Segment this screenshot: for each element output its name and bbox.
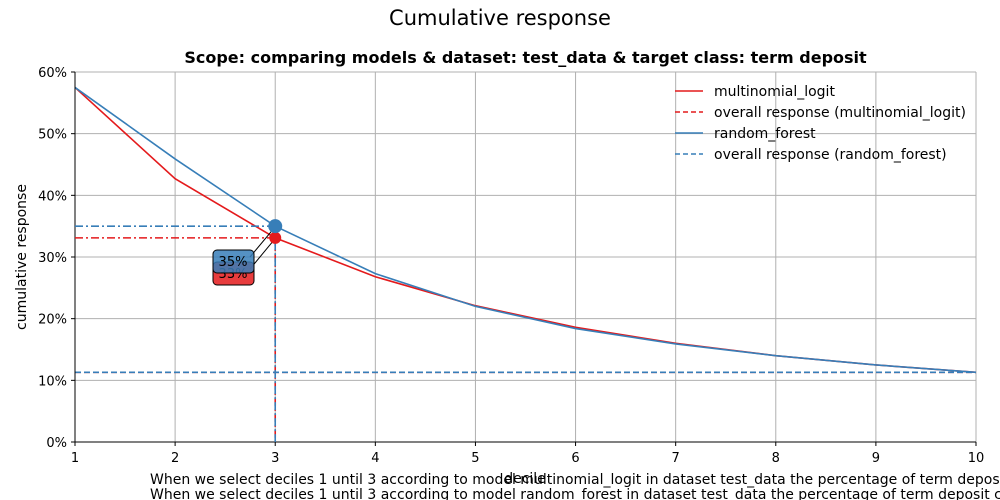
y-tick-label: 0% <box>46 436 67 451</box>
y-tick-label: 10% <box>38 374 67 389</box>
x-tick-label: 7 <box>672 451 680 466</box>
x-tick-label: 10 <box>968 451 985 466</box>
series-line-random-forest <box>74 86 977 374</box>
x-tick-label: 9 <box>872 451 880 466</box>
note-line-1: When we select deciles 1 until 3 accordi… <box>150 472 1000 488</box>
annotations: 33%35% <box>75 219 283 442</box>
x-tick-label: 3 <box>271 451 279 466</box>
note-line-2: When we select deciles 1 until 3 accordi… <box>150 487 1000 500</box>
annotation-label: 35% <box>219 255 248 270</box>
legend-label: random_forest <box>714 126 816 142</box>
y-tick-label: 50% <box>38 128 67 143</box>
y-tick-label: 20% <box>38 313 67 328</box>
x-tick-label: 8 <box>772 451 780 466</box>
x-axis-label: decile <box>504 471 546 487</box>
series-line-multinomial-logit <box>74 86 977 374</box>
y-tick-label: 40% <box>38 189 67 204</box>
legend-label: overall response (multinomial_logit) <box>714 105 966 121</box>
x-tick-label: 2 <box>171 451 179 466</box>
y-tick-label: 30% <box>38 251 67 266</box>
legend-label: overall response (random_forest) <box>714 147 947 163</box>
chart-title: Scope: comparing models & dataset: test_… <box>184 48 867 67</box>
annotation-box <box>212 249 255 274</box>
x-tick-label: 6 <box>571 451 579 466</box>
y-axis-label: cumulative response <box>14 184 30 330</box>
highlight-marker <box>269 231 282 244</box>
figure-suptitle: Cumulative response <box>389 6 611 30</box>
tick-labels: 1 2 3 4 5 6 7 8 9 10 0% 10% 20% 30% 40% 50% 60% <box>38 66 984 466</box>
x-tick-label: 5 <box>471 451 479 466</box>
x-tick-label: 4 <box>371 451 379 466</box>
grid <box>74 71 977 443</box>
y-tick-label: 60% <box>38 66 67 81</box>
x-tick-label: 1 <box>71 451 79 466</box>
highlight-marker <box>268 219 283 234</box>
legend-label: multinomial_logit <box>714 84 835 100</box>
plot-area <box>74 86 977 374</box>
axes <box>71 71 977 446</box>
